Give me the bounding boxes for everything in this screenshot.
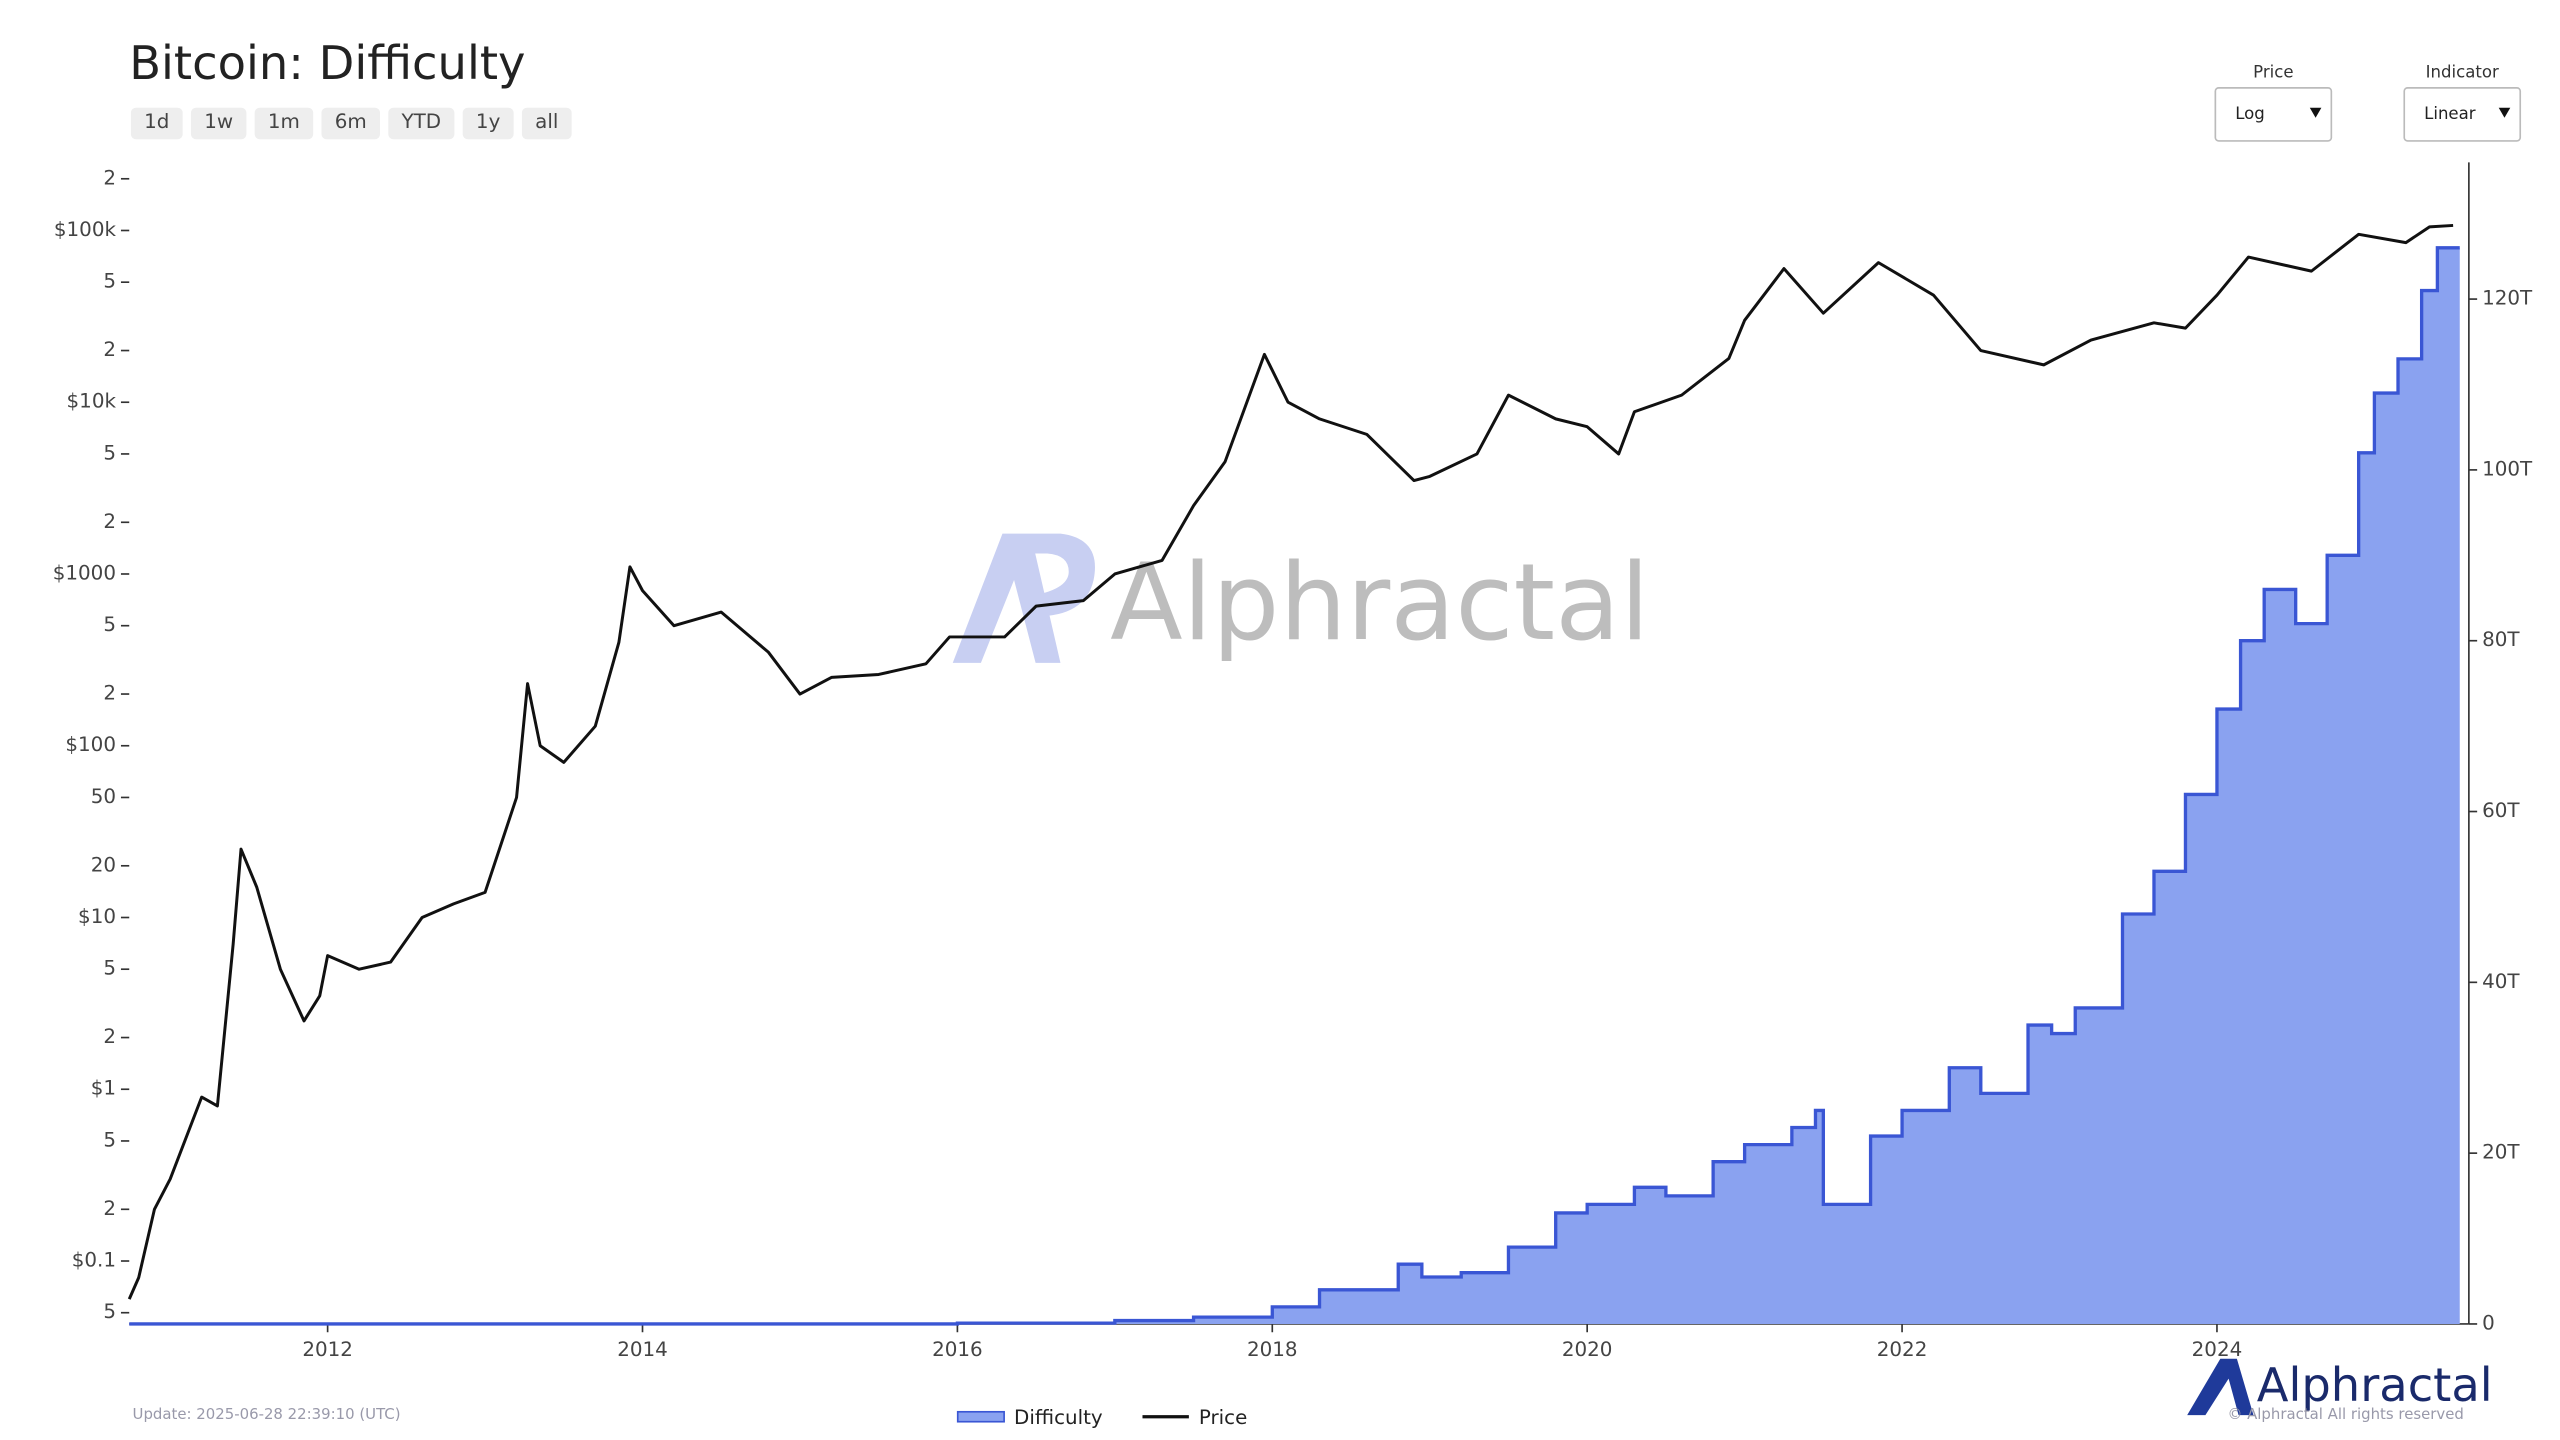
button-bg	[388, 107, 455, 140]
difficulty-line	[129, 246, 2460, 1326]
x-tick-label: 2014	[617, 1338, 668, 1361]
y-tick-label: 5	[103, 270, 116, 293]
y2-tick-label: 40T	[2482, 970, 2520, 993]
y2-tick-label: 100T	[2482, 457, 2533, 480]
y-tick-label: $100k	[54, 218, 117, 241]
update-time: Update: 2025-06-28 22:39:10 (UTC)	[133, 1405, 401, 1423]
x-tick-label: 2022	[1877, 1338, 1928, 1361]
button-label: 1y	[476, 110, 501, 133]
chart-title: Bitcoin: Difficulty	[129, 36, 525, 90]
y-tick-label: 2	[103, 338, 116, 361]
y-tick-label: 5	[103, 957, 116, 980]
y2-tick-label: 0	[2482, 1311, 2495, 1334]
button-label: all	[535, 110, 558, 133]
y-tick-label: 2	[103, 166, 116, 189]
dropdown-arrow	[2309, 107, 2322, 118]
range-button[interactable]: 1m	[254, 107, 314, 140]
dropdown-arrow	[2498, 107, 2511, 118]
price-line	[127, 223, 2454, 1300]
range-button[interactable]: 1y	[462, 107, 514, 140]
y-tick-label: 5	[103, 1128, 116, 1151]
dropdown-value: Linear	[2424, 104, 2476, 123]
difficulty-area	[129, 247, 2460, 1324]
range-button[interactable]: all	[521, 107, 572, 140]
copyright: © Alphractal All rights reserved	[2227, 1405, 2463, 1423]
x-tick-label: 2024	[2192, 1338, 2243, 1361]
button-bg	[321, 107, 381, 140]
x-tick-label: 2016	[932, 1338, 983, 1361]
y2-tick-label: 20T	[2482, 1141, 2520, 1164]
button-bg	[190, 107, 247, 140]
range-button[interactable]: 1w	[190, 107, 247, 140]
y-tick-label: 20	[91, 853, 116, 876]
y-tick-label: 5	[103, 441, 116, 464]
dropdown-caption: Indicator	[2426, 62, 2499, 81]
range-button[interactable]: 1d	[130, 107, 183, 140]
button-bg	[254, 107, 314, 140]
y-tick-label: $0.1	[72, 1249, 116, 1272]
dropdown-value: Log	[2235, 104, 2265, 123]
brand-logo	[2187, 1358, 2254, 1416]
watermark-logo	[952, 533, 1095, 663]
y-tick-label: 5	[103, 1300, 116, 1323]
button-label: 1w	[204, 110, 233, 133]
brand-name: Alphractal	[2257, 1358, 2493, 1412]
y-tick-label: $1	[91, 1077, 116, 1100]
y2-tick-label: 60T	[2482, 799, 2520, 822]
button-label: 1d	[144, 110, 169, 133]
button-label: 6m	[335, 110, 367, 133]
y2-tick-label: 80T	[2482, 628, 2520, 651]
x-tick-label: 2020	[1562, 1338, 1613, 1361]
range-button[interactable]: YTD	[388, 107, 455, 140]
y-tick-label: 5	[103, 613, 116, 636]
y-tick-label: $10k	[67, 390, 117, 413]
button-bg	[521, 107, 572, 140]
y-tick-label: 2	[103, 1025, 116, 1048]
button-bg	[462, 107, 514, 140]
y-tick-label: $1000	[53, 561, 116, 584]
legend-label: Price	[1199, 1406, 1247, 1429]
y-tick-label: 2	[103, 682, 116, 705]
legend-swatch	[956, 1410, 1005, 1423]
dropdown-box	[2214, 87, 2333, 142]
dropdown[interactable]: Log	[2214, 87, 2333, 142]
dropdown-caption: Price	[2253, 62, 2293, 81]
range-button[interactable]: 6m	[321, 107, 381, 140]
button-label: YTD	[401, 110, 442, 133]
legend-label: Difficulty	[1014, 1406, 1103, 1429]
y-tick-label: 2	[103, 510, 116, 533]
x-tick-label: 2018	[1247, 1338, 1298, 1361]
y-tick-label: 50	[91, 785, 116, 808]
y-tick-label: $100	[65, 733, 116, 756]
dropdown-box	[2403, 87, 2522, 142]
y-tick-label: 2	[103, 1197, 116, 1220]
button-label: 1m	[268, 110, 300, 133]
dropdown[interactable]: Linear	[2403, 87, 2522, 142]
x-tick-label: 2012	[302, 1338, 353, 1361]
y-tick-label: $10	[78, 905, 116, 928]
y2-tick-label: 120T	[2482, 287, 2533, 310]
watermark: Alphractal	[1110, 542, 1649, 665]
button-bg	[130, 107, 183, 140]
